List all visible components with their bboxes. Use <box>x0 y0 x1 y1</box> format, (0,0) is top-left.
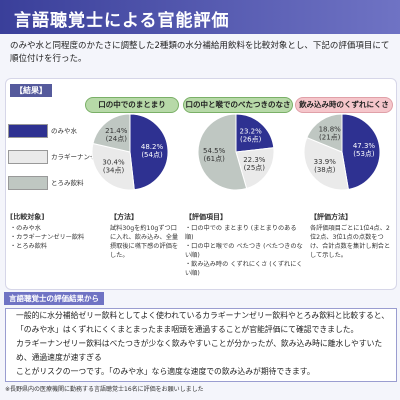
intro-text: のみや水と同程度のかたさに調整した2種類の水分補給用飲料を比較対象とし、下記の評… <box>10 41 390 64</box>
items-line: ・口の中での まとまり (まとまりのある順) <box>185 225 297 241</box>
pie-slice <box>235 113 275 153</box>
method-box: 【方法】 試料30gを約10gずつ口に入れ、飲み込み、全量摂取後に嚥下感の評価を… <box>110 213 180 283</box>
conclusion-line: 「のみや水」はくずれにくくまとまったまま咽頭を通過することが官能評価にて確認でき… <box>16 325 359 334</box>
conclusion-line: 一般的に水分補給ゼリー飲料としてよく使われているカラギーナンゼリー飲料やとろみ飲… <box>16 311 390 320</box>
legend-label: カラギーナンゼリー飲料 <box>51 153 123 161</box>
legend-swatch <box>8 176 48 190</box>
conclusion-box: 一般的に水分補給ゼリー飲料としてよく使われているカラギーナンゼリー飲料やとろみ飲… <box>5 308 397 382</box>
section2-title: 言語聴覚士の評価結果から <box>4 292 104 305</box>
pie-chart-1: 48.2% (54点) 30.4% (34点) 21.4% (24点) <box>91 113 169 191</box>
pie-data-label: 47.3% (53点) <box>353 142 376 158</box>
legend-item: カラギーナンゼリー飲料 <box>8 150 123 164</box>
pie-slice <box>303 136 349 191</box>
items-line: ・口の中と喉での べたつき (べたつきのない順) <box>185 243 303 259</box>
legend-label: とろみ飲料 <box>51 179 84 187</box>
pie-data-label: 21.4% (24点) <box>105 127 128 143</box>
eval-text: 各評価項目ごとに1位4点、2位2点、3位1点の点数をつけ、合計点数を集計し割合と… <box>310 225 391 259</box>
pie-title-2: 口の中と喉でのべたつきのなさ <box>183 97 293 113</box>
pie-data-label: 33.9% (38点) <box>314 158 337 174</box>
legend-swatch <box>8 150 48 164</box>
header-banner: 言語聴覚士による官能評価 <box>0 0 400 34</box>
conclusion-line: カラギーナンゼリー飲料はべたつきが少なく飲みやすいことが分かったが、飲み込み時に… <box>16 339 383 362</box>
compare-item: ・カラギーナンゼリー飲料 <box>10 234 85 241</box>
compare-item: ・のみや水 <box>10 225 41 232</box>
pie-title-3: 飲み込み時のくずれにくさ <box>295 97 393 113</box>
items-title: 【評価項目】 <box>185 213 227 221</box>
pie-chart-3: 47.3% (53点) 33.9% (38点) 18.8% (21点) <box>303 113 381 191</box>
eval-title: 【評価方法】 <box>310 213 352 221</box>
pie-data-label: 18.8% (21点) <box>319 126 342 142</box>
pie-slice <box>129 113 169 191</box>
items-line: ・飲み込み時の くずれにくさ (くずれにくい順) <box>185 261 303 277</box>
pie-data-label: 54.5% (61点) <box>203 147 226 163</box>
conclusion-line: ことがリスクの一つです。「のみや水」なら適度な速度での飲み込みが期待できます。 <box>16 367 315 376</box>
footer-note: ※長野県内の医療機関に勤務する言語聴覚士16名に評価をお願いしました <box>5 386 204 393</box>
eval-box: 【評価方法】 各評価項目ごとに1位4点、2位2点、3位1点の点数をつけ、合計点数… <box>310 213 392 283</box>
method-title: 【方法】 <box>110 213 138 221</box>
pie-data-label: 48.2% (54点) <box>141 143 164 159</box>
method-text: 試料30gを約10gずつ口に入れ、飲み込み、全量摂取後に嚥下感の評価をした。 <box>110 225 179 259</box>
legend-swatch <box>8 124 48 138</box>
compare-item: ・とろみ飲料 <box>10 243 48 250</box>
legend-label: のみや水 <box>51 127 77 135</box>
pie-data-label: 22.3% (25点) <box>243 156 266 172</box>
compare-box: [比較対象] ・のみや水 ・カラギーナンゼリー飲料 ・とろみ飲料 <box>10 213 95 283</box>
items-box: 【評価項目】 ・口の中での まとまり (まとまりのある順) ・口の中と喉での べ… <box>185 213 303 283</box>
pie-slice <box>341 113 381 191</box>
pie-data-label: 23.2% (26点) <box>240 128 263 144</box>
pie-slice <box>306 113 343 153</box>
legend-item: のみや水 <box>8 124 77 138</box>
pie-slice <box>235 147 275 190</box>
pie-data-label: 30.4% (34点) <box>102 159 125 175</box>
pie-slice <box>92 113 131 153</box>
pie-slice <box>91 142 135 191</box>
section2-bar: 言語聴覚士の評価結果から <box>0 292 400 305</box>
results-label: 【結果】 <box>10 84 52 97</box>
pie-chart-2: 23.2% (26点) 22.3% (25点) 54.5% (61点) <box>197 113 275 191</box>
pie-slice <box>197 113 248 191</box>
legend-item: とろみ飲料 <box>8 176 84 190</box>
page-title: 言語聴覚士による官能評価 <box>14 11 230 31</box>
compare-title: [比較対象] <box>10 213 45 221</box>
pie-title-1: 口の中でのまとまり <box>85 97 179 113</box>
